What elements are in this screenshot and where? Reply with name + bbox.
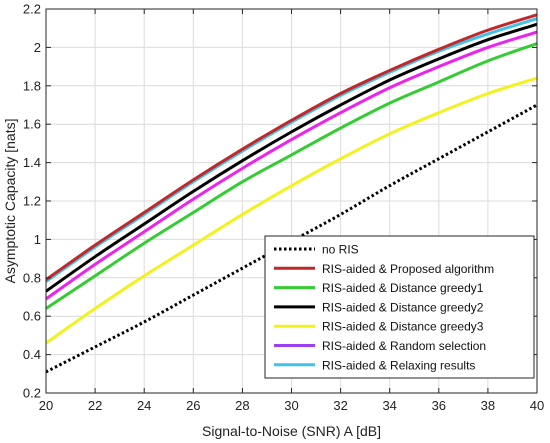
series-line-4 bbox=[45, 22, 538, 293]
y-tick-label: 2 bbox=[34, 40, 41, 55]
legend-label-1: no RIS bbox=[322, 243, 359, 257]
y-tick-label: 1.2 bbox=[23, 194, 41, 209]
x-axis-label: Signal-to-Noise (SNR) A [dB] bbox=[202, 423, 381, 439]
series-line-2 bbox=[45, 13, 538, 281]
x-tick-label: 32 bbox=[333, 398, 347, 413]
y-tick-label: 1.6 bbox=[23, 117, 41, 132]
y-tick-label: 0.2 bbox=[23, 386, 41, 401]
x-tick-label: 22 bbox=[88, 398, 102, 413]
series-line-3 bbox=[45, 42, 538, 310]
y-tick-label: 1.8 bbox=[23, 78, 41, 93]
y-tick-label: 2.2 bbox=[23, 2, 41, 17]
x-tick-label: 40 bbox=[530, 398, 544, 413]
x-tick-label: 34 bbox=[382, 398, 396, 413]
legend-label-5: RIS-aided & Distance greedy3 bbox=[322, 320, 484, 334]
x-tick-label: 26 bbox=[186, 398, 200, 413]
legend-label-4: RIS-aided & Distance greedy2 bbox=[322, 300, 484, 314]
y-tick-label: 0.4 bbox=[23, 347, 41, 362]
y-axis-label: Asymptotic Capacity [nats] bbox=[2, 119, 18, 284]
x-tick-label: 36 bbox=[432, 398, 446, 413]
y-tick-label: 1 bbox=[34, 232, 41, 247]
ticks: 20 22 24 26 28 30 32 34 36 38 40 0.2 0.4 0.6 0.8 1 1.2 1.… bbox=[23, 2, 544, 414]
x-tick-label: 20 bbox=[39, 398, 53, 413]
legend: no RIS RIS-aided & Proposed algorithm RIS-… bbox=[264, 235, 535, 379]
series-line-5 bbox=[45, 76, 538, 345]
y-tick-label: 0.8 bbox=[23, 270, 41, 285]
x-tick-label: 38 bbox=[481, 398, 495, 413]
series-line-7 bbox=[45, 17, 538, 283]
y-tick-label: 1.4 bbox=[23, 155, 41, 170]
legend-label-7: RIS-aided & Relaxing results bbox=[322, 358, 475, 372]
legend-label-3: RIS-aided & Distance greedy1 bbox=[322, 281, 484, 295]
x-tick-label: 28 bbox=[235, 398, 249, 413]
series-line-6 bbox=[45, 30, 538, 301]
y-tick-label: 0.6 bbox=[23, 309, 41, 324]
x-tick-label: 30 bbox=[284, 398, 298, 413]
series-lines bbox=[45, 13, 538, 374]
legend-label-2: RIS-aided & Proposed algorithm bbox=[322, 262, 494, 276]
x-tick-label: 24 bbox=[137, 398, 151, 413]
legend-label-6: RIS-aided & Random selection bbox=[322, 339, 486, 353]
